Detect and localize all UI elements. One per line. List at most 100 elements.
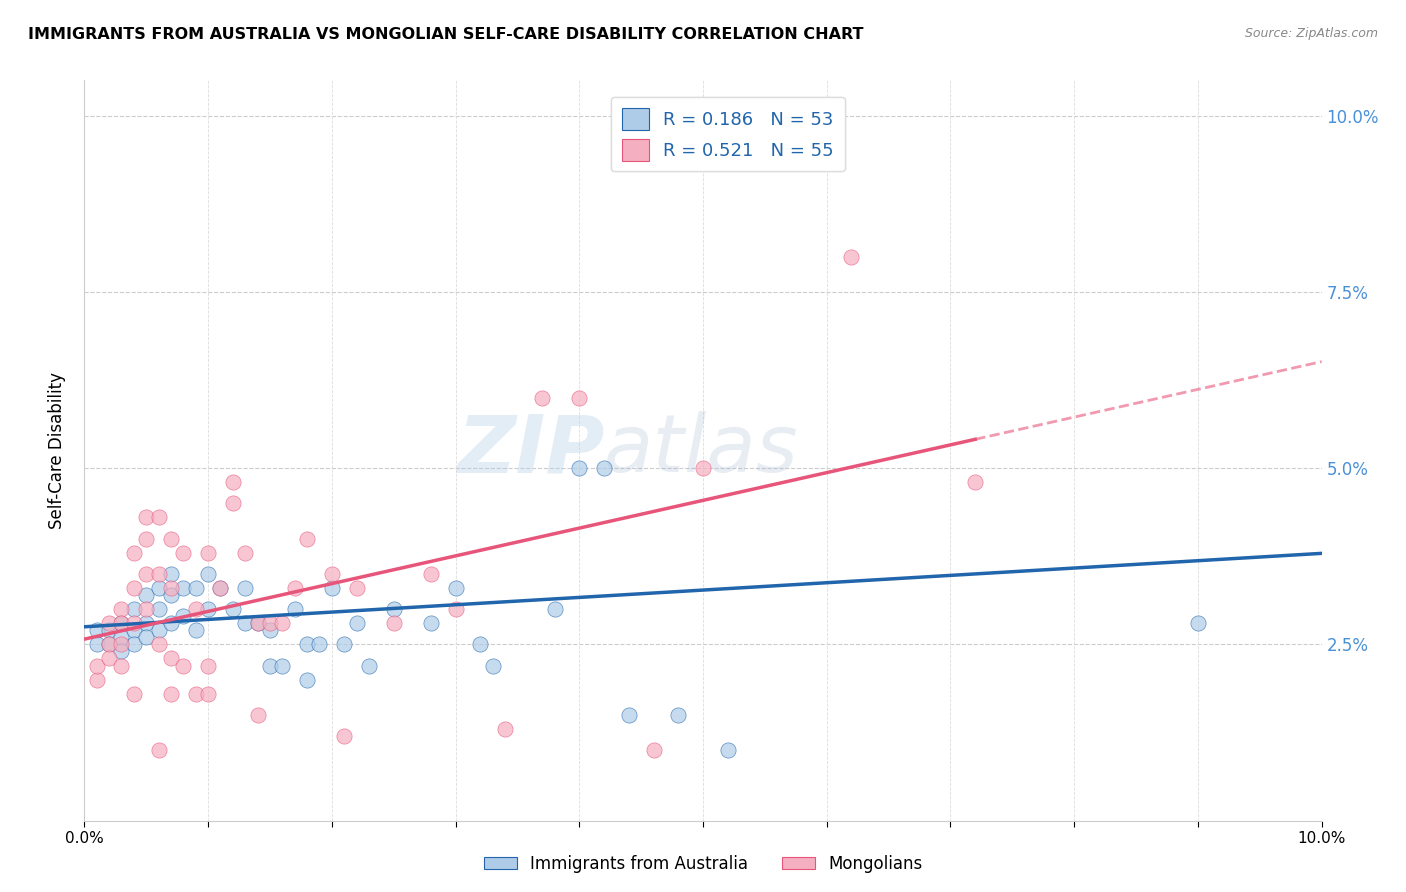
Point xyxy=(122,637,145,651)
Point xyxy=(233,546,256,560)
Text: Source: ZipAtlas.com: Source: ZipAtlas.com xyxy=(1244,27,1378,40)
Point xyxy=(110,616,132,631)
Point xyxy=(222,475,245,490)
Point xyxy=(110,630,132,644)
Point xyxy=(184,624,207,638)
Point xyxy=(692,144,714,158)
Point xyxy=(148,566,170,581)
Point xyxy=(148,637,170,651)
Point xyxy=(444,581,467,595)
Point xyxy=(197,566,219,581)
Point xyxy=(543,602,565,616)
Point xyxy=(197,658,219,673)
Point xyxy=(321,581,343,595)
Point xyxy=(98,616,121,631)
Point xyxy=(160,616,183,631)
Point xyxy=(172,609,194,624)
Point xyxy=(122,546,145,560)
Text: IMMIGRANTS FROM AUSTRALIA VS MONGOLIAN SELF-CARE DISABILITY CORRELATION CHART: IMMIGRANTS FROM AUSTRALIA VS MONGOLIAN S… xyxy=(28,27,863,42)
Point xyxy=(284,602,307,616)
Text: ZIP: ZIP xyxy=(457,411,605,490)
Point xyxy=(419,616,441,631)
Point xyxy=(148,510,170,524)
Point xyxy=(841,250,863,264)
Legend: Immigrants from Australia, Mongolians: Immigrants from Australia, Mongolians xyxy=(477,848,929,880)
Point xyxy=(333,729,356,743)
Point xyxy=(209,581,232,595)
Point xyxy=(593,461,616,475)
Point xyxy=(135,566,157,581)
Point xyxy=(346,616,368,631)
Point xyxy=(470,637,492,651)
Point xyxy=(98,637,121,651)
Point xyxy=(1187,616,1209,631)
Point xyxy=(148,602,170,616)
Point xyxy=(222,602,245,616)
Point xyxy=(568,461,591,475)
Point xyxy=(259,616,281,631)
Point xyxy=(184,581,207,595)
Point xyxy=(531,391,554,405)
Point xyxy=(86,637,108,651)
Point xyxy=(160,687,183,701)
Point xyxy=(197,546,219,560)
Point xyxy=(98,637,121,651)
Point xyxy=(271,616,294,631)
Point xyxy=(86,673,108,687)
Point xyxy=(233,581,256,595)
Point xyxy=(135,630,157,644)
Legend: R = 0.186   N = 53, R = 0.521   N = 55: R = 0.186 N = 53, R = 0.521 N = 55 xyxy=(610,96,845,171)
Point xyxy=(246,707,269,722)
Text: atlas: atlas xyxy=(605,411,799,490)
Point xyxy=(197,602,219,616)
Point xyxy=(382,602,405,616)
Point xyxy=(160,532,183,546)
Point xyxy=(135,510,157,524)
Point xyxy=(295,673,318,687)
Point xyxy=(122,581,145,595)
Point xyxy=(110,658,132,673)
Point xyxy=(295,637,318,651)
Point xyxy=(295,532,318,546)
Point xyxy=(122,616,145,631)
Point xyxy=(86,624,108,638)
Point xyxy=(184,602,207,616)
Point xyxy=(209,581,232,595)
Point xyxy=(246,616,269,631)
Point xyxy=(259,624,281,638)
Point xyxy=(135,616,157,631)
Point xyxy=(160,588,183,602)
Y-axis label: Self-Care Disability: Self-Care Disability xyxy=(48,372,66,529)
Point xyxy=(172,658,194,673)
Point xyxy=(160,566,183,581)
Point xyxy=(86,658,108,673)
Point xyxy=(148,581,170,595)
Point xyxy=(184,687,207,701)
Point xyxy=(172,581,194,595)
Point xyxy=(98,624,121,638)
Point xyxy=(333,637,356,651)
Point xyxy=(98,651,121,665)
Point xyxy=(172,546,194,560)
Point xyxy=(148,743,170,757)
Point xyxy=(346,581,368,595)
Point xyxy=(308,637,330,651)
Point xyxy=(692,461,714,475)
Point xyxy=(259,658,281,673)
Point xyxy=(122,602,145,616)
Point xyxy=(494,722,516,736)
Point xyxy=(382,616,405,631)
Point xyxy=(481,658,503,673)
Point xyxy=(122,687,145,701)
Point xyxy=(246,616,269,631)
Point xyxy=(110,616,132,631)
Point xyxy=(135,602,157,616)
Point xyxy=(357,658,380,673)
Point xyxy=(419,566,441,581)
Point xyxy=(444,602,467,616)
Point xyxy=(160,651,183,665)
Point xyxy=(160,581,183,595)
Point xyxy=(568,391,591,405)
Point xyxy=(321,566,343,581)
Point xyxy=(617,707,640,722)
